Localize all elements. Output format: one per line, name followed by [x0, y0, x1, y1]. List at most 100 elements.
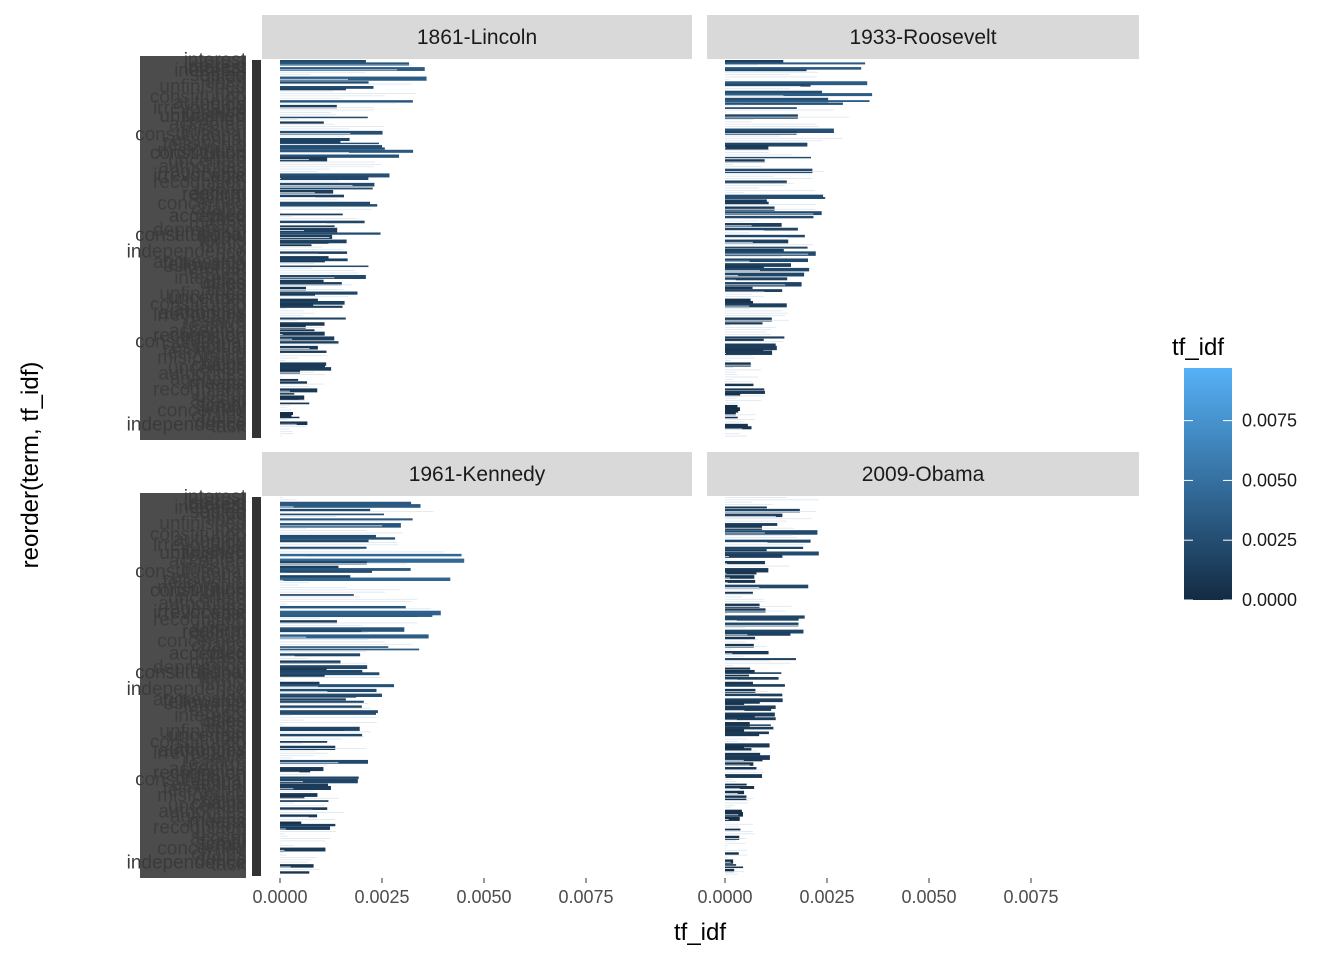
bar	[280, 568, 411, 571]
term-label: constitutional	[135, 662, 246, 683]
bar-empty	[280, 319, 298, 321]
legend-title: tf_idf	[1172, 334, 1224, 361]
bar	[725, 530, 818, 535]
bar	[280, 341, 339, 344]
bar-empty	[280, 859, 312, 861]
bar	[725, 107, 797, 109]
bar-empty	[280, 343, 339, 345]
legend: tf_idf 0.0075 0.0050 0.0025 0.0000	[1172, 334, 1297, 610]
bar-empty	[725, 556, 729, 558]
bar	[280, 660, 341, 664]
bar-empty	[280, 762, 339, 764]
bar-empty	[725, 355, 753, 357]
bar	[280, 305, 343, 308]
bar-empty	[280, 497, 283, 498]
bar	[280, 537, 396, 540]
bar	[280, 201, 371, 205]
bar-empty	[725, 515, 776, 517]
bar-empty	[725, 171, 824, 172]
bar-empty	[725, 371, 737, 373]
bar	[725, 81, 868, 86]
legend-tick-label: 0.0075	[1242, 411, 1297, 431]
bar-empty	[280, 530, 367, 531]
bar-empty	[725, 802, 749, 804]
bar-empty	[280, 223, 327, 224]
bar-empty	[725, 161, 767, 163]
legend-tick-label: 0.0050	[1242, 470, 1297, 490]
bar-empty	[725, 154, 793, 156]
bar-empty	[280, 719, 304, 721]
bar	[280, 504, 421, 508]
bar-empty	[725, 256, 782, 257]
bar	[280, 864, 314, 868]
bar-empty	[280, 722, 377, 723]
bar-empty	[280, 736, 365, 738]
bar-empty	[725, 662, 792, 664]
bar-empty	[280, 199, 338, 201]
bar	[280, 62, 410, 67]
bar-empty	[725, 428, 743, 430]
bar-empty	[280, 544, 399, 546]
term-label: constitution	[150, 580, 246, 601]
bar	[725, 159, 765, 163]
bar-empty	[725, 274, 739, 276]
legend-colorbar	[1184, 368, 1232, 600]
bar-empty	[725, 78, 730, 80]
bar	[725, 258, 808, 263]
bar-empty	[280, 691, 328, 693]
bar	[280, 104, 337, 109]
bar-empty	[280, 622, 418, 624]
bar-empty	[725, 88, 791, 90]
bar	[725, 234, 805, 238]
bar-empty	[725, 534, 793, 536]
bar-empty	[725, 435, 748, 437]
term-label: recognition	[153, 763, 246, 784]
bar-empty	[280, 168, 330, 170]
bar	[280, 147, 385, 150]
bar	[725, 712, 775, 717]
bar	[280, 629, 362, 633]
bar	[280, 412, 294, 416]
term-label: fellowship	[163, 255, 246, 276]
bar	[725, 551, 819, 556]
bar-empty	[280, 511, 434, 513]
bar-empty	[725, 497, 787, 498]
bar	[725, 168, 813, 174]
bar-empty	[725, 873, 738, 875]
bar-empty	[725, 587, 760, 588]
bar	[725, 62, 866, 65]
bar-empty	[280, 556, 306, 558]
bar	[725, 60, 784, 64]
bar-empty	[280, 253, 319, 255]
bar	[725, 523, 778, 526]
bar-empty	[725, 821, 730, 823]
bar-empty	[280, 714, 292, 716]
term-label: accepted	[169, 206, 246, 227]
bar	[725, 289, 783, 292]
bar	[725, 246, 808, 249]
bar-empty	[280, 308, 287, 309]
bar-empty	[725, 374, 738, 376]
term-label: authorities	[158, 303, 246, 324]
bar	[725, 852, 739, 855]
bar-empty	[725, 648, 732, 650]
bar-empty	[280, 515, 337, 517]
bar	[725, 211, 822, 216]
bar	[280, 241, 329, 244]
bar-empty	[280, 433, 294, 435]
bar	[725, 658, 797, 661]
bar-empty	[280, 738, 342, 740]
bar-empty	[725, 847, 727, 849]
bar	[280, 695, 357, 698]
bar-empty	[280, 812, 344, 813]
bar	[280, 674, 325, 677]
bar	[280, 800, 329, 802]
bar-empty	[280, 97, 341, 99]
bar-empty	[725, 532, 765, 534]
bar	[280, 282, 342, 286]
bar	[280, 759, 369, 764]
bar	[725, 717, 776, 721]
bar-empty	[725, 414, 756, 416]
bar-empty	[725, 610, 786, 612]
bar	[725, 303, 787, 308]
